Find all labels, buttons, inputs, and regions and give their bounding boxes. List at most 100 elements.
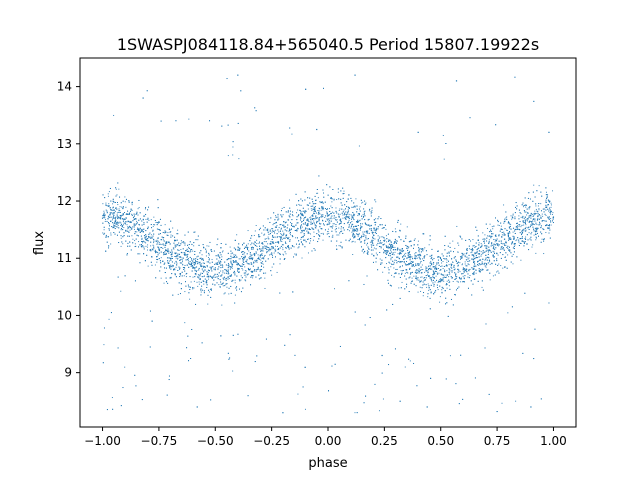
data-point	[531, 213, 533, 215]
data-point	[372, 237, 374, 239]
data-point	[481, 269, 483, 271]
data-point	[138, 228, 140, 230]
data-point	[222, 272, 224, 274]
data-point	[306, 228, 308, 230]
data-point	[465, 265, 467, 267]
data-point	[311, 218, 313, 220]
data-point	[160, 120, 162, 122]
data-point	[478, 264, 480, 266]
data-point	[380, 246, 382, 248]
data-point	[331, 230, 333, 232]
data-point	[322, 220, 324, 222]
data-point	[429, 262, 431, 264]
data-point	[334, 218, 336, 220]
data-point	[448, 279, 450, 281]
data-point	[324, 217, 326, 219]
data-point	[548, 224, 550, 226]
data-point	[484, 251, 486, 253]
data-point	[426, 254, 428, 256]
data-point	[292, 215, 294, 217]
data-point	[178, 282, 180, 284]
data-point	[379, 241, 381, 243]
data-point	[322, 216, 324, 218]
data-point	[400, 261, 402, 263]
data-point	[327, 223, 329, 225]
data-point	[271, 248, 273, 250]
data-point	[406, 247, 408, 249]
data-point	[487, 256, 489, 258]
data-point	[172, 294, 174, 296]
data-point	[236, 275, 238, 277]
data-point	[279, 236, 281, 238]
data-point	[549, 229, 551, 231]
data-point	[464, 261, 466, 263]
data-point	[116, 234, 118, 236]
data-point	[354, 241, 356, 243]
data-point	[388, 240, 390, 242]
data-point	[126, 254, 128, 256]
data-point	[320, 233, 322, 235]
data-point	[118, 211, 120, 213]
data-point	[322, 209, 324, 211]
data-point	[451, 267, 453, 269]
data-point	[328, 218, 330, 220]
data-point	[185, 276, 187, 278]
data-point	[383, 239, 385, 241]
data-point	[350, 197, 352, 199]
data-point	[498, 263, 500, 265]
data-point	[235, 260, 237, 262]
data-point	[327, 228, 329, 230]
data-point	[206, 271, 208, 273]
data-point	[199, 257, 201, 259]
data-point	[401, 281, 403, 283]
data-point	[202, 270, 204, 272]
data-point	[170, 231, 172, 233]
data-point	[237, 247, 239, 249]
data-point	[491, 262, 493, 264]
data-point	[239, 248, 241, 250]
data-point	[154, 220, 156, 222]
data-point	[323, 196, 325, 198]
data-point	[143, 241, 145, 243]
data-point	[283, 254, 285, 256]
data-point	[511, 241, 513, 243]
data-point	[322, 202, 324, 204]
data-point	[435, 275, 437, 277]
data-point	[390, 247, 392, 249]
data-point	[537, 205, 539, 207]
data-point	[495, 247, 497, 249]
data-point	[117, 221, 119, 223]
data-point	[466, 249, 468, 251]
data-point	[161, 246, 163, 248]
data-point	[457, 251, 459, 253]
data-point	[518, 218, 520, 220]
data-point	[514, 206, 516, 208]
data-point	[197, 276, 199, 278]
data-point	[203, 271, 205, 273]
data-point	[171, 252, 173, 254]
data-point	[326, 184, 328, 186]
data-point	[421, 269, 423, 271]
data-point	[392, 260, 394, 262]
data-point	[315, 216, 317, 218]
data-point	[110, 213, 112, 215]
data-point	[348, 210, 350, 212]
data-point	[435, 290, 437, 292]
data-point	[113, 225, 115, 227]
data-point	[229, 258, 231, 260]
data-point	[489, 250, 491, 252]
data-point	[116, 226, 118, 228]
data-point	[104, 215, 106, 217]
data-point	[421, 249, 423, 251]
data-point	[208, 278, 210, 280]
data-point	[256, 242, 258, 244]
data-point	[302, 207, 304, 209]
data-point	[414, 253, 416, 255]
data-point	[174, 273, 176, 275]
data-point	[500, 222, 502, 224]
data-point	[417, 291, 419, 293]
data-point	[354, 225, 356, 227]
data-point	[446, 261, 448, 263]
data-point	[187, 335, 189, 337]
data-point	[525, 226, 527, 228]
